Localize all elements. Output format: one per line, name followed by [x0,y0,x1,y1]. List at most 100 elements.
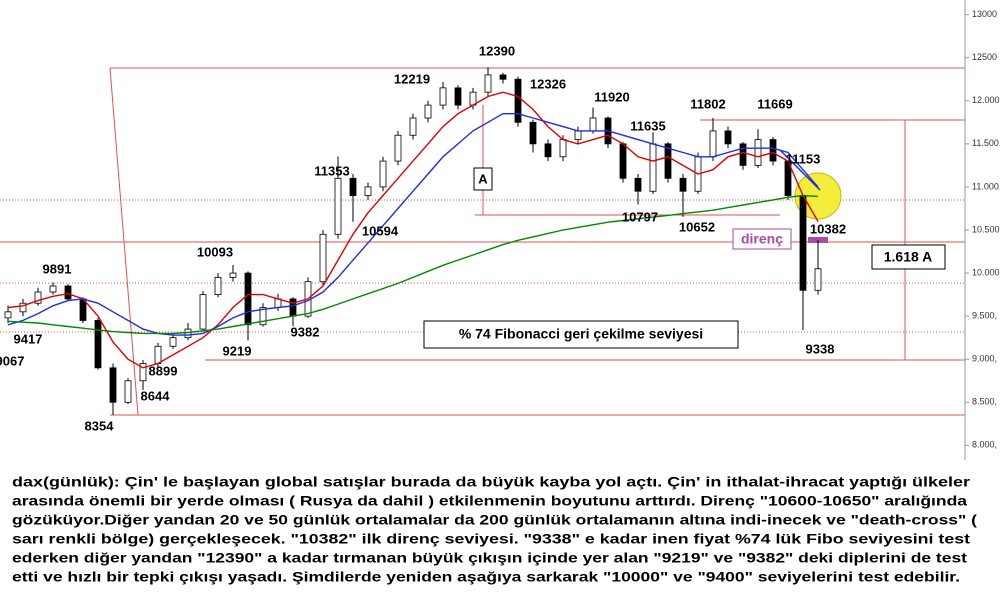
candle-body [379,160,387,188]
candle-body [139,363,147,382]
candle-body [559,139,567,158]
price-label: 12326 [530,76,566,91]
candle-body [724,130,732,145]
price-label: 10382 [810,221,846,236]
y-tick-label: 8.500, [972,397,997,407]
candle-body [454,87,462,106]
candle-body [199,294,207,330]
box-label: % 74 Fibonacci geri çekilme seviyesi [459,326,703,342]
moving-average [7,113,819,336]
price-label: 9338 [806,341,835,356]
caption-line: etti ve hızlı bir tepki çıkışı yaşadı. Ş… [12,569,960,585]
candle-body [259,307,267,326]
price-label: 10594 [362,223,399,238]
caption-line: arasında önemli bir yerde olması ( Rusya… [12,493,967,509]
candle-body [424,104,432,119]
y-tick-label: 12.000, [972,95,1000,105]
candle-body [514,78,522,123]
price-label: 11353 [314,163,349,178]
price-label: 8354 [85,418,115,433]
candle-body [154,345,162,364]
moving-average [7,194,819,335]
candle-body [409,117,417,136]
price-label: 9891 [43,261,72,276]
candle-body [589,117,597,132]
caption-line: sarı renkli bölge) gerçekleşecek. "10382… [12,531,970,547]
price-label: 10797 [622,209,658,224]
caption-line: gözüküyor.Diğer yandan 20 ve 50 günlük o… [12,512,977,528]
box-label: direnç [741,231,783,247]
candle-body [214,276,222,296]
price-label: 9417 [14,331,43,346]
candle-body [349,177,357,196]
y-tick-label: 11.500, [972,138,1000,148]
candle-body [814,268,822,291]
candle-body [124,380,132,403]
candle-body [334,177,342,235]
label-box [423,320,739,349]
candle-body [184,328,192,339]
candle-body [289,298,297,317]
candle-body [94,320,102,369]
candle-body [709,130,717,158]
candle-body [364,186,372,196]
candle-body [769,139,777,162]
candle-body [49,285,57,293]
y-tick-label: 8.000, [972,440,997,450]
candle-body [394,134,402,162]
box-label: A [478,171,488,186]
candle-body [109,367,117,403]
price-label: 9219 [223,343,252,358]
label-box [871,244,946,270]
candle-body [799,195,807,291]
y-tick-label: 12500 [972,52,997,62]
candle-body [484,74,492,93]
candle-body [739,143,747,166]
caption-line: dax(günlük): Çin' le başlayan global sat… [12,474,971,490]
price-label: 9067 [0,353,24,368]
moving-average [7,91,819,369]
arrow-line [779,149,821,191]
price-label: 12219 [394,71,430,86]
y-tick-label: 11.000, [972,181,1000,191]
candle-body [634,177,642,192]
candle-body [499,74,507,80]
box-label: 1.618 A [884,249,933,265]
price-label: 10093 [197,244,233,259]
y-tick-label: 10.500, [972,224,1000,234]
label-box [473,167,493,191]
label-box [732,228,792,250]
price-label: 8899 [149,363,178,378]
candle-body [529,121,537,145]
candle-body [439,87,447,106]
candle-body [574,130,582,140]
plot [4,14,969,446]
candle-body [244,272,252,326]
candle-body [319,233,327,283]
candle-body [229,272,237,278]
candle-body [544,143,552,158]
caption-line: ederken diğer yandan "12390" a kadar tır… [12,550,967,566]
price-label: 11802 [690,96,725,111]
candle-body [169,337,177,347]
y-tick-label: 13000 [972,9,997,19]
price-label: 9382 [291,324,320,339]
candle-body [664,143,672,179]
price-label: 11635 [630,118,665,133]
y-tick-label: 9.500, [972,311,997,321]
candle-body [754,139,762,166]
candle-body [34,291,42,304]
resistance-marker [808,237,828,243]
candle-body [679,177,687,192]
candle-body [649,143,657,192]
price-label: 11920 [594,89,629,104]
price-label: 11153 [786,151,821,166]
price-label: 12390 [479,43,515,58]
candle-body [19,302,27,313]
candle-body [4,311,12,319]
price-label: 11669 [757,96,792,111]
y-tick-label: 9.000, [972,354,997,364]
y-tick-label: 10.000, [972,267,1000,277]
